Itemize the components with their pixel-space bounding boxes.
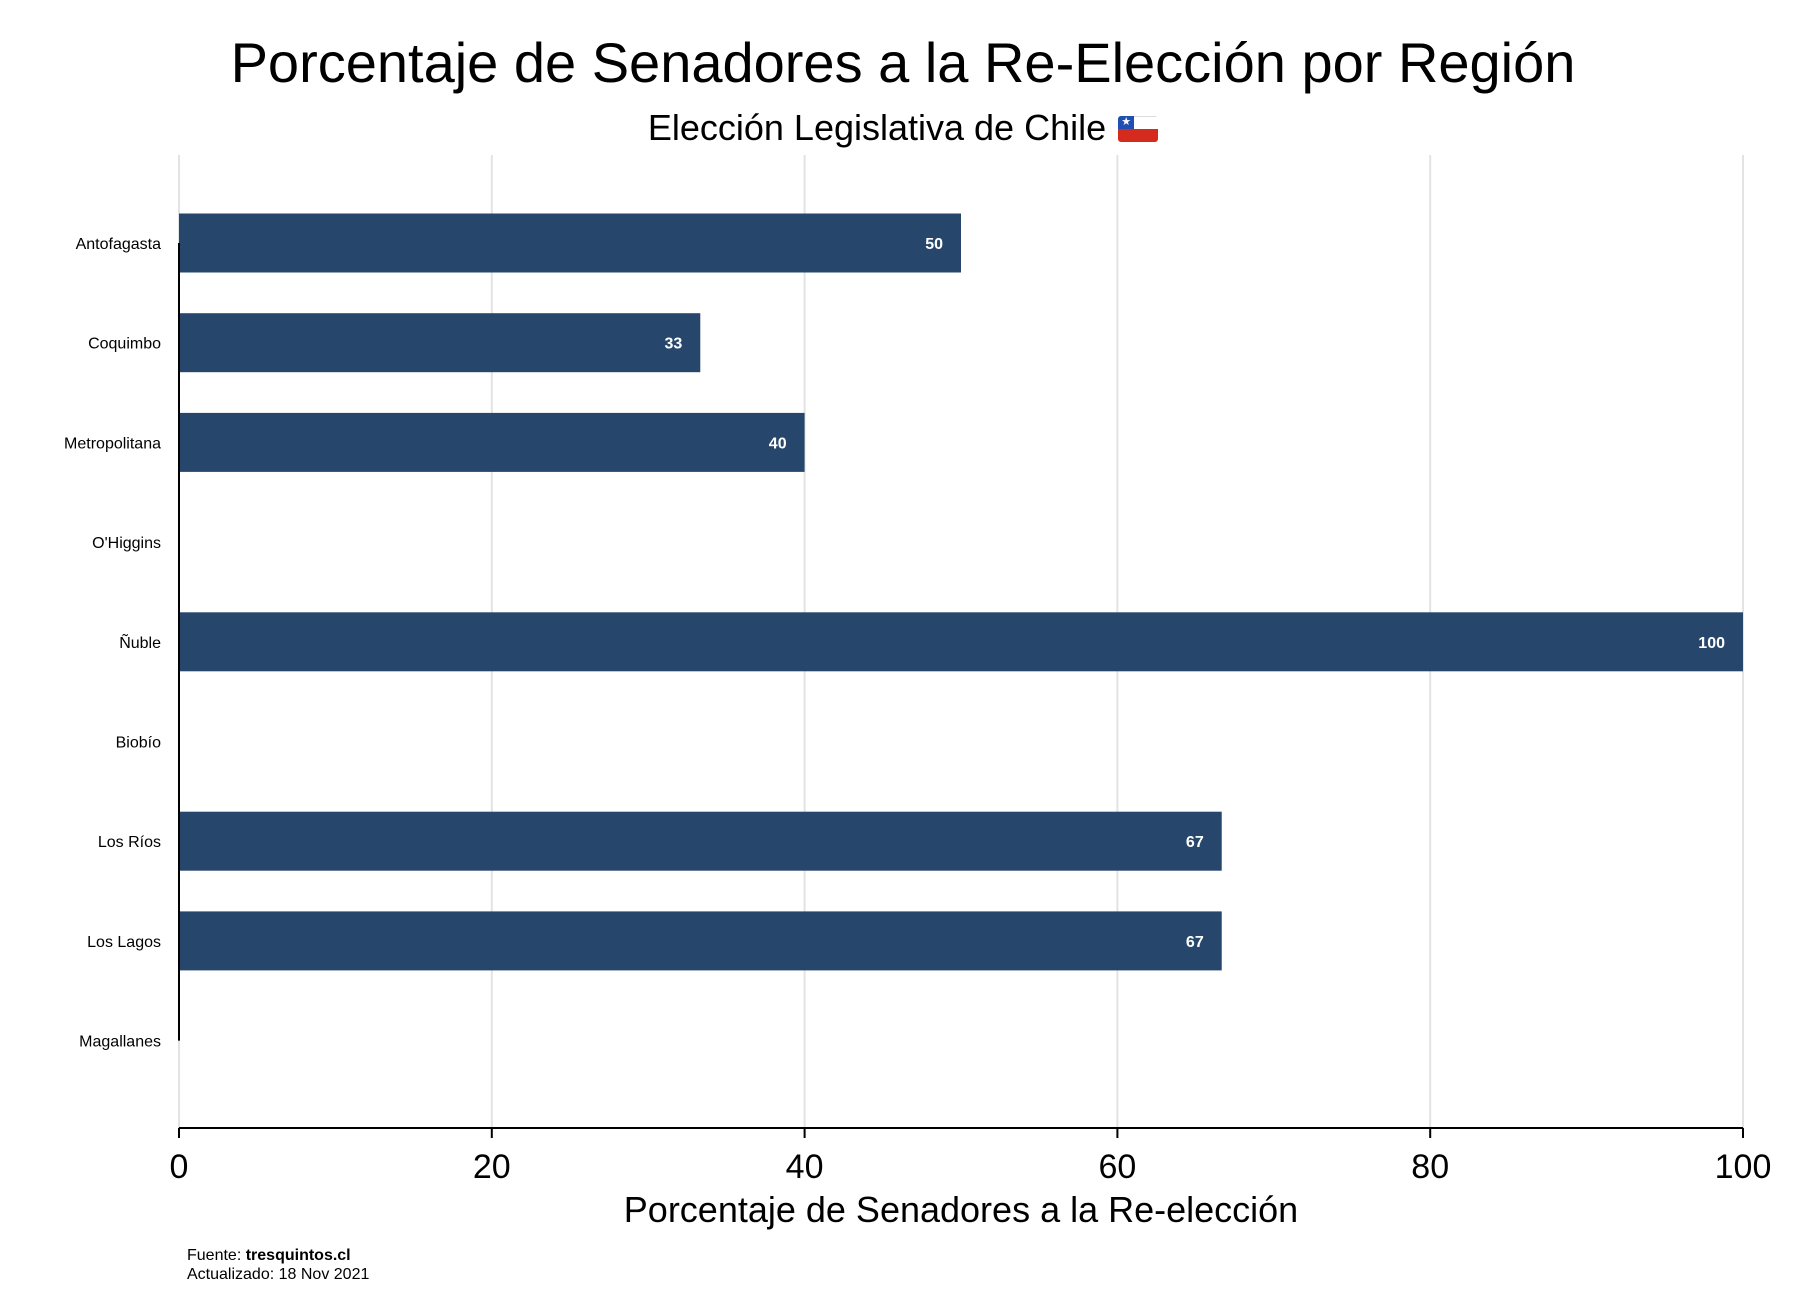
y-tick-label: Antofagasta bbox=[76, 236, 162, 253]
y-tick-label: Metropolitana bbox=[64, 435, 161, 452]
bar bbox=[179, 412, 805, 472]
chart-footer: Fuente: tresquintos.cl Actualizado: 18 N… bbox=[187, 1246, 369, 1284]
bar bbox=[179, 612, 1743, 672]
updated-line: Actualizado: 18 Nov 2021 bbox=[187, 1265, 369, 1284]
source-line: Fuente: tresquintos.cl bbox=[187, 1246, 369, 1265]
y-tick-label: Coquimbo bbox=[88, 336, 161, 353]
x-tick-label: 100 bbox=[1715, 1148, 1772, 1186]
bar bbox=[179, 313, 701, 373]
updated-label: Actualizado: bbox=[187, 1266, 275, 1283]
chart-subtitle-text: Elección Legislativa de Chile bbox=[647, 107, 1107, 148]
data-label: 67 bbox=[1186, 834, 1204, 851]
data-label: 67 bbox=[1186, 934, 1204, 951]
chile-flag-icon: ★ bbox=[1118, 116, 1159, 142]
data-label: 50 bbox=[925, 236, 943, 253]
y-tick-label: Ñuble bbox=[119, 632, 161, 652]
source-label: Fuente: bbox=[187, 1247, 242, 1264]
bar bbox=[179, 213, 961, 273]
data-label: 33 bbox=[664, 336, 682, 353]
source-value: tresquintos.cl bbox=[245, 1247, 351, 1264]
x-axis-title: Porcentaje de Senadores a la Re-elección bbox=[624, 1189, 1298, 1230]
x-tick-label: 20 bbox=[473, 1148, 511, 1186]
y-tick-label: Los Ríos bbox=[98, 834, 161, 851]
data-label: 40 bbox=[769, 435, 787, 452]
data-label: 100 bbox=[1698, 635, 1725, 652]
y-tick-label: O'Higgins bbox=[92, 535, 161, 552]
y-tick-label: Los Lagos bbox=[87, 934, 161, 951]
x-tick-label: 80 bbox=[1411, 1148, 1449, 1186]
x-tick-label: 0 bbox=[170, 1148, 189, 1186]
y-tick-label: Biobío bbox=[116, 735, 161, 752]
bar bbox=[179, 811, 1222, 871]
y-tick-label: Magallanes bbox=[79, 1034, 161, 1051]
chart-subtitle: Elección Legislativa de Chile ★ bbox=[0, 106, 1806, 150]
bar bbox=[179, 911, 1222, 971]
x-tick-label: 40 bbox=[786, 1148, 824, 1186]
updated-value: 18 Nov 2021 bbox=[278, 1266, 370, 1283]
chart-title: Porcentaje de Senadores a la Re-Elección… bbox=[230, 31, 1576, 94]
x-tick-label: 60 bbox=[1098, 1148, 1136, 1186]
